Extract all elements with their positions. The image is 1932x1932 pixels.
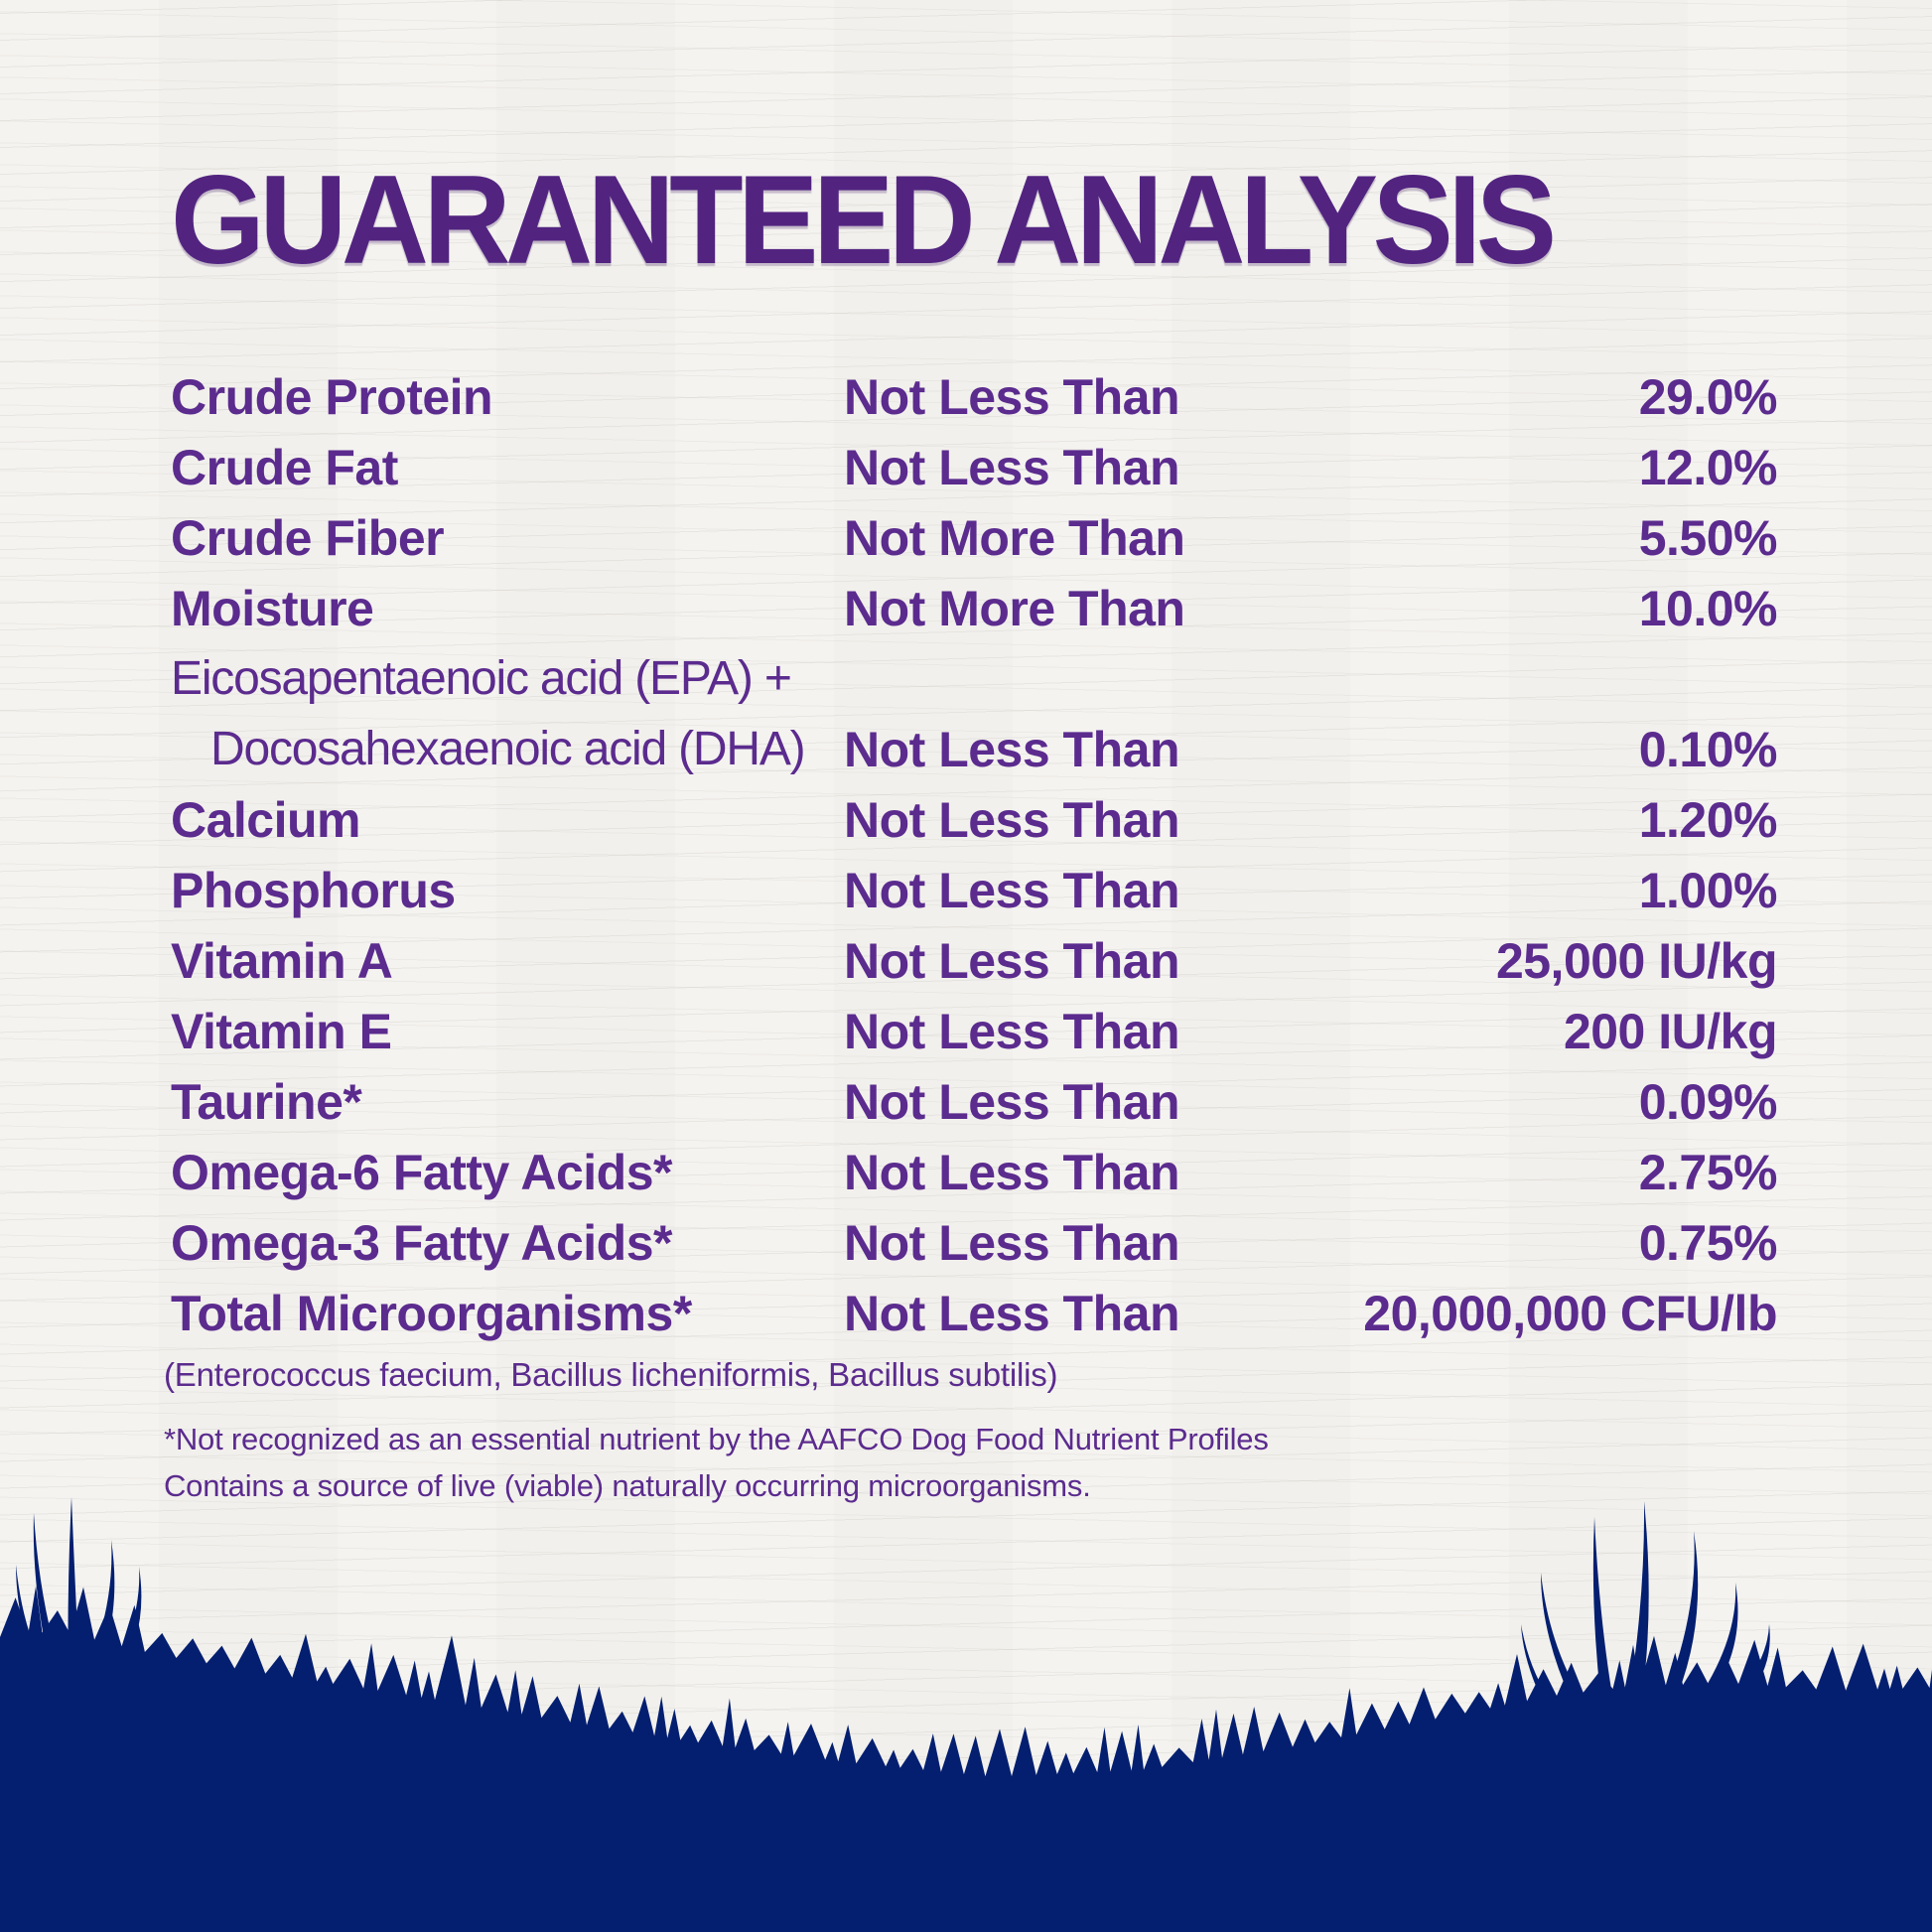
grass-blade [1541,1573,1583,1700]
comparison-text: Not Less Than [844,439,1179,495]
live-microorganisms-footnote: Contains a source of live (viable) natur… [164,1468,1091,1503]
comparison-text: Not Less Than [844,932,1179,989]
analysis-table: Crude Protein Not Less Than 29.0% Crude Fat… [171,361,1778,1348]
grass-blade [1521,1624,1554,1705]
nutrient-value: 25,000 IU/kg [1495,932,1778,989]
nutrient-value: 1.00% [1638,862,1778,918]
comparison-text: Not Less Than [844,1144,1179,1200]
comparison-text: Not Less Than [844,862,1179,918]
table-row: Eicosapentaenoic acid (EPA) + [171,643,1777,714]
comparison-text: Not Less Than [844,1214,1179,1271]
nutrient-value: 5.50% [1638,509,1778,566]
nutrient-name: Moisture [171,580,374,636]
aafco-footnote: *Not recognized as an essential nutrient… [164,1422,1269,1456]
grass-blade [1592,1517,1612,1696]
nutrient-name: Crude Protein [171,368,493,425]
comparison-text: Not Less Than [844,1285,1179,1341]
nutrient-value: 12.0% [1638,439,1778,495]
grass-blade [89,1540,115,1666]
grass-blade [112,1567,142,1672]
comparison-text: Not More Than [844,509,1185,566]
grass-silhouette [0,1497,1932,1932]
comparison-text: Not Less Than [844,721,1179,777]
comparison-text: Not More Than [844,580,1185,636]
nutrient-name: Calcium [171,791,361,848]
nutrient-name: Phosphorus [171,862,456,918]
table-row: Crude Fiber Not More Than 5.50% [171,502,1778,573]
nutrient-value: 20,000,000 CFU/lb [1363,1285,1777,1341]
table-row: Docosahexaenoic acid (DHA) Not Less Than 0… [171,714,1778,784]
table-row: Crude Fat Not Less Than 12.0% [171,432,1778,502]
grass-blade [33,1513,59,1662]
comparison-text: Not Less Than [844,1073,1179,1130]
grass-blade [1700,1583,1738,1696]
comparison-text: Not Less Than [844,791,1179,848]
table-row: Moisture Not More Than 10.0% [171,573,1778,643]
nutrient-value: 0.09% [1638,1073,1778,1130]
table-row: Total Microorganisms* Not Less Than 20,000… [171,1278,1778,1348]
table-row: Omega-6 Fatty Acids* Not Less Than 2.75% [171,1137,1778,1207]
table-row: Crude Protein Not Less Than 29.0% [171,361,1778,432]
table-row: Vitamin A Not Less Than 25,000 IU/kg [171,925,1778,996]
table-row: Calcium Not Less Than 1.20% [171,784,1778,855]
nutrient-value: 1.20% [1638,791,1778,848]
nutrient-value: 200 IU/kg [1563,1003,1778,1059]
nutrient-name: Docosahexaenoic acid (DHA) [210,723,806,775]
nutrient-name: Omega-6 Fatty Acids* [171,1144,672,1200]
nutrient-name: Omega-3 Fatty Acids* [171,1214,672,1271]
comparison-text: Not Less Than [844,368,1179,425]
grass-blade [1629,1501,1649,1694]
page-title: GUARANTEED ANALYSIS [171,149,1557,290]
grass-blade [68,1497,79,1662]
nutrient-name: Total Microorganisms* [171,1285,692,1341]
nutrient-name: Crude Fat [171,439,398,495]
nutrient-value: 29.0% [1638,368,1778,425]
microorganism-species-note: (Enterococcus faecium, Bacillus lichenif… [164,1356,1058,1393]
nutrient-value: 10.0% [1638,580,1778,636]
nutrient-value: 0.75% [1638,1214,1778,1271]
nutrient-name: Taurine* [171,1073,362,1130]
table-row: Omega-3 Fatty Acids* Not Less Than 0.75% [171,1207,1778,1278]
table-row: Phosphorus Not Less Than 1.00% [171,855,1778,925]
grass-blade [16,1565,40,1660]
nutrient-name: Vitamin A [171,932,393,989]
comparison-text: Not Less Than [844,1003,1179,1059]
table-row: Vitamin E Not Less Than 200 IU/kg [171,996,1778,1066]
nutrient-value: 0.10% [1638,721,1778,777]
nutrient-name: Vitamin E [171,1003,392,1059]
nutrient-name: Crude Fiber [171,509,445,566]
nutrient-name: Eicosapentaenoic acid (EPA) + [171,652,792,705]
table-row: Taurine* Not Less Than 0.09% [171,1066,1778,1137]
nutrient-value: 2.75% [1638,1144,1778,1200]
grass-blade [1734,1624,1770,1700]
grass-shapes [0,1497,1932,1932]
grass-blade [1666,1531,1699,1694]
